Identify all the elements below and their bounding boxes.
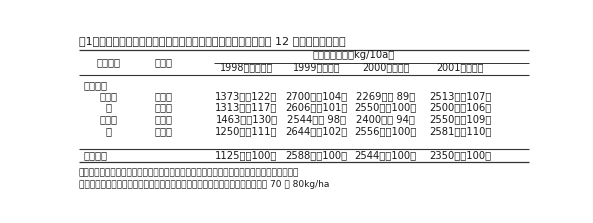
- Text: 耕　起: 耕 起: [100, 114, 117, 124]
- Text: 播種法: 播種法: [155, 57, 173, 67]
- Text: 1373　（122）: 1373 （122）: [215, 91, 278, 101]
- Text: 2544　（ 98）: 2544 （ 98）: [287, 114, 346, 124]
- Text: 散　播: 散 播: [155, 126, 173, 136]
- Text: 2550　（109）: 2550 （109）: [429, 114, 492, 124]
- Text: 〃: 〃: [106, 126, 111, 136]
- Text: 2700　（104）: 2700 （104）: [285, 91, 347, 101]
- Text: 条　播: 条 播: [155, 114, 173, 124]
- Text: 〃: 〃: [106, 102, 111, 112]
- Text: 2350　（100）: 2350 （100）: [429, 150, 491, 160]
- Text: 1125　（100）: 1125 （100）: [215, 150, 278, 160]
- Text: 2513　（107）: 2513 （107）: [429, 91, 492, 101]
- Text: 条　播: 条 播: [155, 91, 173, 101]
- Text: 2544　（100）: 2544 （100）: [355, 150, 417, 160]
- Text: 2588　（100）: 2588 （100）: [285, 150, 347, 160]
- Text: 2606　（101）: 2606 （101）: [285, 102, 347, 112]
- Text: 2581　（110）: 2581 （110）: [429, 126, 492, 136]
- Text: 2644　（102）: 2644 （102）: [285, 126, 347, 136]
- Text: 散　播: 散 播: [155, 102, 173, 112]
- Text: 表1　異なる栽培様式における水稲収量の年次変動　（農家圃場 12 カ所、平均収量）: 表1 異なる栽培様式における水稲収量の年次変動 （農家圃場 12 カ所、平均収量…: [79, 36, 345, 46]
- Text: 2000（洪水）: 2000（洪水）: [362, 62, 409, 72]
- Text: 移植栽培: 移植栽培: [83, 150, 107, 160]
- Text: 乾田直播: 乾田直播: [83, 80, 107, 90]
- Text: 栽培様式: 栽培様式: [97, 57, 120, 67]
- Text: 2400　（ 94）: 2400 （ 94）: [356, 114, 415, 124]
- Text: 注）　乾田直播・不耕起：非選択性除草剤処理後播種、耕起：ディスクプラウ耕整地後播種: 注） 乾田直播・不耕起：非選択性除草剤処理後播種、耕起：ディスクプラウ耕整地後播…: [79, 168, 299, 177]
- Text: 2269　（ 89）: 2269 （ 89）: [356, 91, 415, 101]
- Text: 1463　（130）: 1463 （130）: [215, 114, 278, 124]
- Text: 1250　（111）: 1250 （111）: [215, 126, 278, 136]
- Text: 1313　（117）: 1313 （117）: [215, 102, 278, 112]
- Text: 1999（洪水）: 1999（洪水）: [292, 62, 340, 72]
- Text: 1998（干ばつ）: 1998（干ばつ）: [220, 62, 273, 72]
- Text: 不耕起: 不耕起: [100, 91, 117, 101]
- Text: 2001（通常）: 2001（通常）: [436, 62, 484, 72]
- Text: 2550　（100）: 2550 （100）: [355, 102, 417, 112]
- Text: 水稲籾収量　（kg/10a）: 水稲籾収量 （kg/10a）: [312, 50, 394, 60]
- Text: 2500　（106）: 2500 （106）: [429, 102, 491, 112]
- Text: 散播：手でバラマキ播種、条播：不耕起播種機による作溝播種、播種量 70 〜 80kg/ha: 散播：手でバラマキ播種、条播：不耕起播種機による作溝播種、播種量 70 〜 80…: [79, 180, 329, 189]
- Text: 2556　（100）: 2556 （100）: [355, 126, 417, 136]
